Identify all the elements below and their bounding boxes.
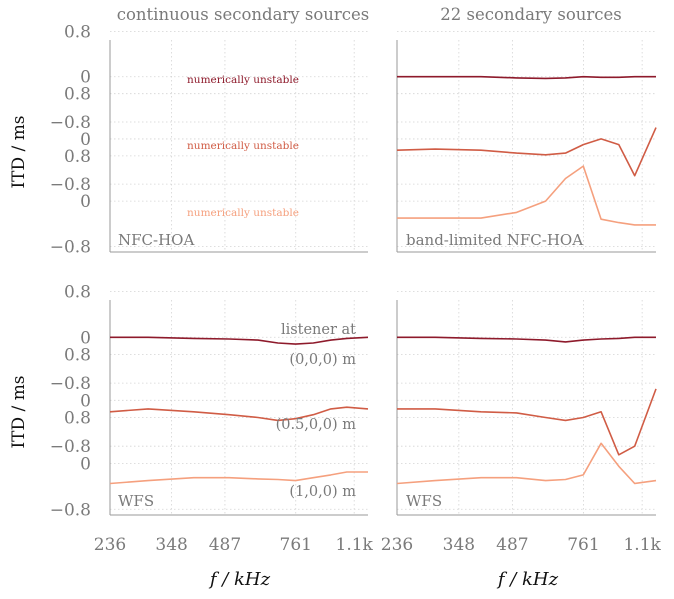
series-line-05 (396, 127, 657, 177)
x-tick-label: 236 (381, 535, 413, 555)
ylabel-bottom: ITD / ms (9, 375, 29, 448)
series-line-0 (110, 336, 369, 345)
x-tick-label: 236 (94, 535, 126, 555)
series-line-0 (397, 75, 656, 80)
y-tick-label: 0 (80, 130, 91, 150)
series-line-1 (397, 165, 656, 226)
ylabel-top: ITD / ms (9, 115, 29, 188)
corner-label-nfc-hoa: NFC-HOA (118, 231, 194, 249)
y-tick-label: 0 (80, 192, 91, 212)
y-tick-label: 0.8 (64, 345, 91, 365)
xlabel-right: f / kHz (496, 569, 559, 590)
y-tick-label: 0 (80, 454, 91, 474)
y-tick-label: 0.8 (64, 23, 91, 43)
y-tick-label: −0.8 (50, 237, 91, 257)
y-tick-label: 0.8 (64, 85, 91, 105)
x-tick-label: 1.1k (336, 535, 374, 555)
x-tick-label: 1.1k (623, 535, 661, 555)
listener-heading: listener at (281, 322, 356, 338)
corner-label-wfs-right: WFS (406, 492, 442, 510)
series-line-0 (397, 336, 656, 343)
column-title-left: continuous secondary sources (117, 5, 370, 24)
panel-wfs-continuous: 236 348 487 761 1.1k0.80−0.80.80−0.80.80−0.8 (50, 282, 374, 555)
y-tick-label: 0 (80, 68, 91, 88)
x-tick-label: 761 (567, 535, 599, 555)
listener-position-0: (0,0,0) m (289, 352, 356, 368)
y-tick-label: 0 (80, 328, 91, 348)
x-tick-label: 761 (280, 535, 312, 555)
x-tick-label: 348 (443, 535, 475, 555)
series-line-05 (109, 406, 369, 422)
unstable-note-1: numerically unstable (187, 207, 299, 219)
series-line-1 (396, 442, 657, 485)
y-tick-label: −0.8 (50, 437, 91, 457)
y-tick-label: −0.8 (50, 374, 91, 394)
y-tick-label: −0.8 (50, 113, 91, 133)
unstable-note-0: numerically unstable (187, 74, 299, 86)
x-tick-label: 487 (496, 535, 528, 555)
corner-label-wfs-left: WFS (118, 492, 154, 510)
listener-position-05: (0.5,0,0) m (276, 417, 357, 433)
y-tick-label: 0 (80, 391, 91, 411)
y-tick-label: −0.8 (50, 175, 91, 195)
y-tick-label: 0.8 (64, 409, 91, 429)
xlabel-left: f / kHz (208, 569, 271, 590)
y-tick-label: 0.8 (64, 282, 91, 302)
unstable-note-05: numerically unstable (187, 140, 299, 152)
y-tick-label: 0.8 (64, 147, 91, 167)
series-line-1 (109, 471, 368, 485)
series-line-05 (397, 388, 657, 456)
listener-position-1: (1,0,0) m (289, 484, 356, 500)
panel-nfc-hoa-continuous: 0.80−0.80.80−0.80.80−0.8 (50, 23, 368, 257)
x-tick-label: 348 (155, 535, 187, 555)
corner-label-band-limited: band-limited NFC-HOA (406, 231, 583, 249)
panel-nfc-hoa-band-limited (396, 31, 657, 253)
panel-wfs-22-sources: 236 348 487 761 1.1k (381, 290, 662, 555)
y-tick-label: −0.8 (50, 500, 91, 520)
column-title-right: 22 secondary sources (440, 5, 622, 24)
x-tick-label: 487 (209, 535, 241, 555)
